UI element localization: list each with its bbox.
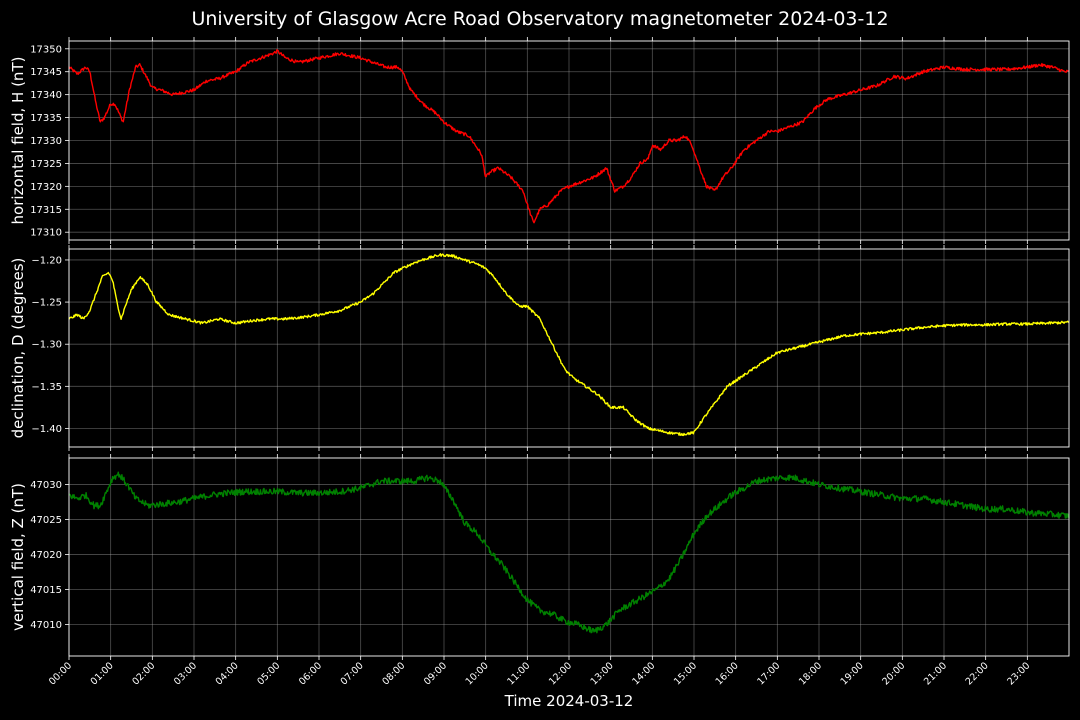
horizontal-y-axis-label: horizontal field, H (nT)	[9, 57, 27, 225]
y-tick-label: −1.30	[31, 340, 62, 351]
y-tick-label: 47025	[30, 515, 62, 526]
y-tick-label: −1.20	[31, 255, 62, 266]
x-tick-label: 09:00	[422, 660, 449, 687]
x-tick-label: 00:00	[47, 660, 74, 687]
x-tick-label: 18:00	[797, 660, 824, 687]
y-tick-label: −1.40	[31, 424, 62, 435]
x-tick-label: 14:00	[630, 660, 657, 687]
y-tick-label: 17310	[30, 228, 62, 239]
x-tick-label: 01:00	[89, 660, 116, 687]
vertical-y-axis-label: vertical field, Z (nT)	[9, 483, 27, 631]
y-tick-label: 17320	[30, 182, 62, 193]
y-tick-label: 47015	[30, 585, 62, 596]
x-tick-label: 17:00	[755, 660, 782, 687]
y-tick-label: 47010	[30, 620, 62, 631]
y-tick-label: 47020	[30, 550, 62, 561]
x-tick-label: 07:00	[339, 660, 366, 687]
y-tick-label: 47030	[30, 480, 62, 491]
vertical-panel-frame	[68, 457, 1070, 657]
y-tick-label: −1.35	[31, 382, 62, 393]
x-axis-label: Time 2024-03-12	[504, 692, 634, 710]
y-tick-label: 17315	[30, 205, 62, 216]
x-tick-label: 23:00	[1005, 660, 1032, 687]
y-tick-label: 17335	[30, 113, 62, 124]
x-tick-label: 16:00	[714, 660, 741, 687]
y-tick-label: 17325	[30, 159, 62, 170]
y-tick-label: 17345	[30, 67, 62, 78]
x-tick-label: 05:00	[255, 660, 282, 687]
y-tick-label: −1.25	[31, 298, 62, 309]
x-tick-label: 19:00	[839, 660, 866, 687]
declination-y-axis-label: declination, D (degrees)	[9, 258, 27, 439]
x-tick-label: 15:00	[672, 660, 699, 687]
y-tick-label: 17340	[30, 90, 62, 101]
x-tick-label: 04:00	[214, 660, 241, 687]
x-tick-label: 12:00	[547, 660, 574, 687]
chart-title: University of Glasgow Acre Road Observat…	[191, 8, 889, 30]
x-tick-label: 02:00	[130, 660, 157, 687]
y-tick-label: 17350	[30, 44, 62, 55]
horizontal-panel-frame	[68, 40, 1070, 241]
x-tick-label: 20:00	[880, 660, 907, 687]
declination-series-line	[68, 253, 1070, 437]
x-tick-label: 22:00	[964, 660, 991, 687]
x-tick-label: 13:00	[589, 660, 616, 687]
x-tick-label: 10:00	[464, 660, 491, 687]
x-tick-label: 11:00	[505, 660, 532, 687]
declination-panel-frame	[68, 248, 1070, 448]
x-tick-label: 03:00	[172, 660, 199, 687]
x-tick-label: 08:00	[380, 660, 407, 687]
x-tick-label: 06:00	[297, 660, 324, 687]
horizontal-series-line	[68, 49, 1070, 224]
x-tick-label: 21:00	[922, 660, 949, 687]
y-tick-label: 17330	[30, 136, 62, 147]
vertical-series-line	[69, 471, 1070, 634]
